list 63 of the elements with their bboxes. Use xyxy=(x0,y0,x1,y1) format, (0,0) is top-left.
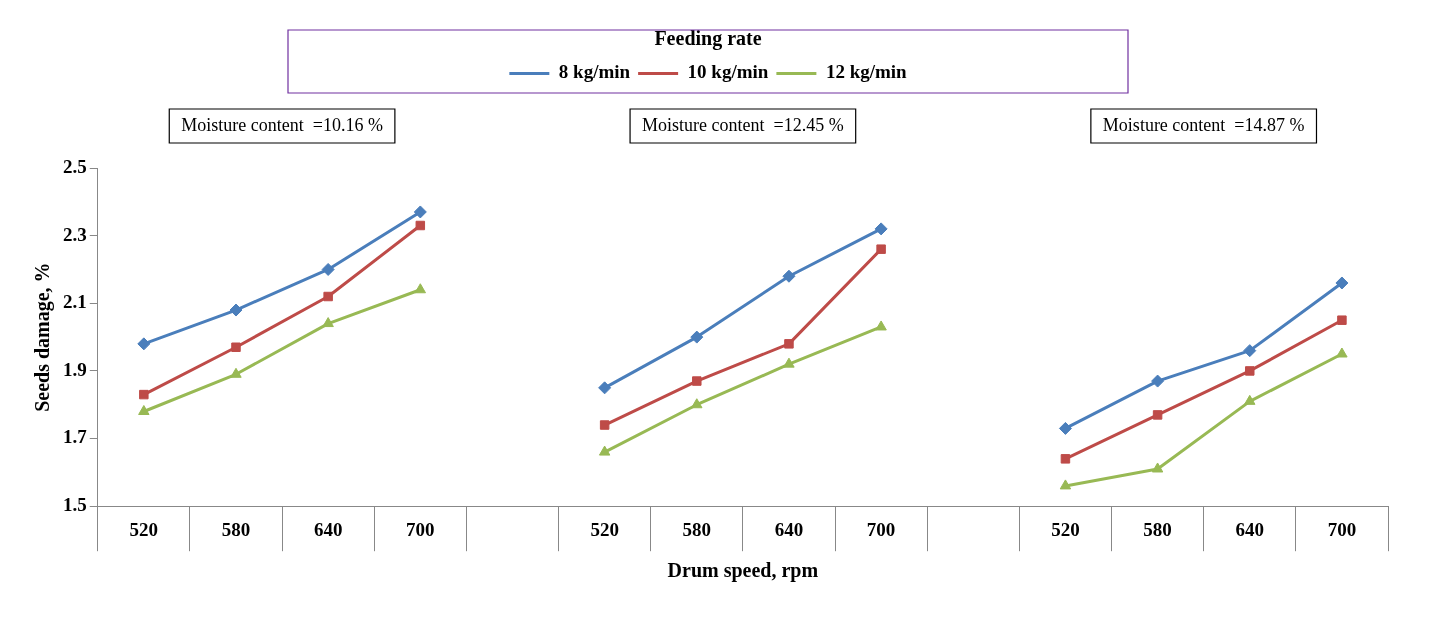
y-tick-label: 2.5 xyxy=(63,155,87,177)
point xyxy=(413,205,427,219)
point xyxy=(1337,315,1347,325)
point xyxy=(138,405,150,415)
y-tick-label: 2.3 xyxy=(63,223,87,245)
legend-label: 10 kg/min xyxy=(687,61,769,83)
x-tick-label: 640 xyxy=(774,518,804,540)
point xyxy=(1244,394,1256,405)
point xyxy=(783,357,795,368)
x-tick-label: 700 xyxy=(1327,518,1357,540)
text: Moisture content =12.45 % xyxy=(642,114,844,135)
point xyxy=(1060,454,1071,464)
legend-title: Feeding rate xyxy=(654,27,762,51)
x-tick-label: 700 xyxy=(866,518,896,540)
point xyxy=(875,320,887,331)
point xyxy=(321,262,335,276)
point xyxy=(1336,347,1348,358)
point xyxy=(322,317,334,328)
y-tick-label: 1.7 xyxy=(63,426,88,448)
point xyxy=(1243,344,1257,358)
legend-label: 12 kg/min xyxy=(825,61,908,83)
x-tick-label: 580 xyxy=(1143,518,1172,540)
x-axis-title: Drum speed, rpm xyxy=(667,559,819,583)
point xyxy=(1152,410,1163,420)
point xyxy=(1151,462,1164,473)
point xyxy=(691,398,703,409)
point xyxy=(414,283,427,294)
point xyxy=(139,389,149,400)
point xyxy=(137,337,151,351)
text: Moisture content =14.87 % xyxy=(1102,114,1305,135)
x-tick-label: 580 xyxy=(221,518,251,540)
point xyxy=(229,303,243,317)
x-tick-label: 520 xyxy=(590,518,619,540)
point xyxy=(1335,276,1349,290)
point xyxy=(598,445,611,456)
x-tick-label: 520 xyxy=(1051,518,1080,540)
point xyxy=(1151,374,1165,388)
y-tick-label: 1.9 xyxy=(63,358,87,380)
point xyxy=(876,244,886,254)
point xyxy=(692,376,702,386)
x-tick-label: 700 xyxy=(406,518,435,540)
point xyxy=(415,220,426,231)
point xyxy=(874,222,888,236)
x-tick-label: 580 xyxy=(682,518,712,540)
point xyxy=(230,367,242,378)
point xyxy=(1059,479,1072,490)
point xyxy=(784,339,794,349)
point xyxy=(782,269,796,283)
legend-label: 8 kg/min xyxy=(558,61,631,83)
x-tick-label: 640 xyxy=(1235,518,1265,540)
y-tick-label: 2.1 xyxy=(63,291,87,313)
point xyxy=(323,291,333,302)
x-tick-label: 520 xyxy=(129,518,159,540)
point xyxy=(1058,421,1072,435)
point xyxy=(690,330,704,344)
y-tick-label: 1.5 xyxy=(63,494,87,516)
point xyxy=(231,342,241,352)
point xyxy=(599,420,610,430)
x-tick-label: 640 xyxy=(313,518,343,540)
point xyxy=(598,381,612,395)
text: Moisture content =10.16 % xyxy=(181,114,383,135)
point xyxy=(1245,366,1255,376)
y-axis-title: Seeds damage, % xyxy=(31,262,55,412)
